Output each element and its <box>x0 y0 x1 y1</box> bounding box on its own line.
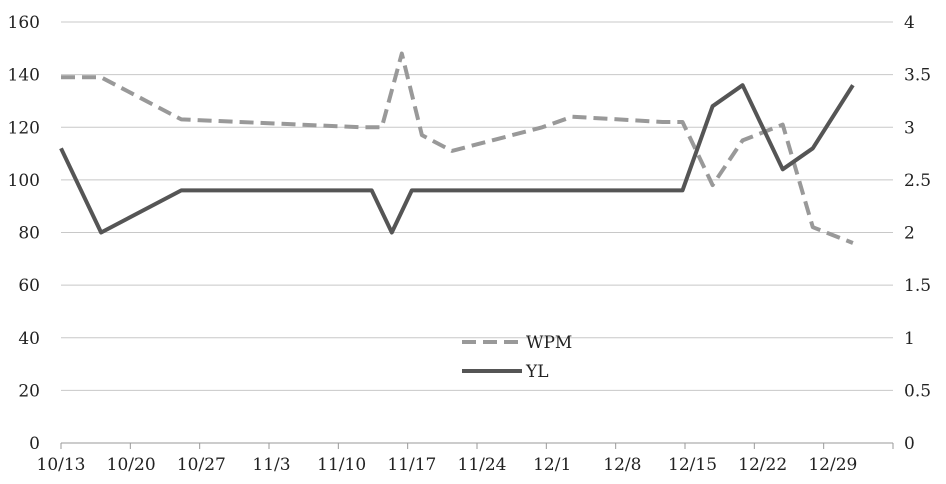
y-right-tick-label: 4 <box>904 13 915 33</box>
y-right-tick-label: 1 <box>904 329 915 349</box>
x-tick-label: 12/29 <box>808 455 857 475</box>
y-left-tick-label: 40 <box>18 329 40 349</box>
y-right-tick-label: 0.5 <box>904 381 931 401</box>
series-line-wpm <box>61 51 854 245</box>
y-right-tick-label: 1.5 <box>904 276 931 296</box>
y-left-tick-label: 140 <box>8 66 40 86</box>
y-left-tick-label: 100 <box>8 171 40 191</box>
y-left-tick-label: 60 <box>18 276 40 296</box>
y-left-tick-label: 20 <box>18 381 40 401</box>
y-left-tick-label: 80 <box>18 224 40 244</box>
tick-labels: 0 20 40 60 80 100 120 140 160 0 0.5 1 1.5 2 2.5 3 3.5 4 10… <box>8 13 932 475</box>
legend-label-wpm: WPM <box>526 333 572 353</box>
x-tick-label: 11/24 <box>458 455 507 475</box>
x-tick-label: 11/3 <box>252 455 290 475</box>
x-tick-label: 10/27 <box>177 455 226 475</box>
x-tick-label: 12/15 <box>668 455 717 475</box>
axes <box>60 443 894 449</box>
y-left-tick-label: 0 <box>29 434 40 454</box>
legend-label-yl: YL <box>525 362 549 382</box>
grid-lines <box>61 21 893 444</box>
x-tick-label: 10/13 <box>37 455 86 475</box>
y-right-tick-label: 2.5 <box>904 171 931 191</box>
y-right-tick-label: 3.5 <box>904 66 931 86</box>
x-tick-label: 12/1 <box>533 455 571 475</box>
x-tick-label: 10/20 <box>107 455 156 475</box>
y-right-tick-label: 2 <box>904 224 915 244</box>
y-right-tick-label: 3 <box>904 118 915 138</box>
y-right-tick-label: 0 <box>904 434 915 454</box>
x-tick-label: 11/17 <box>387 455 436 475</box>
y-left-tick-label: 120 <box>8 118 40 138</box>
series-lines <box>59 51 855 245</box>
x-tick-label: 12/8 <box>603 455 641 475</box>
x-tick-label: 11/10 <box>317 455 366 475</box>
x-tick-label: 12/22 <box>738 455 787 475</box>
y-left-tick-label: 160 <box>8 13 40 33</box>
legend: WPM YL <box>462 333 572 382</box>
series-line-yl <box>59 83 855 235</box>
